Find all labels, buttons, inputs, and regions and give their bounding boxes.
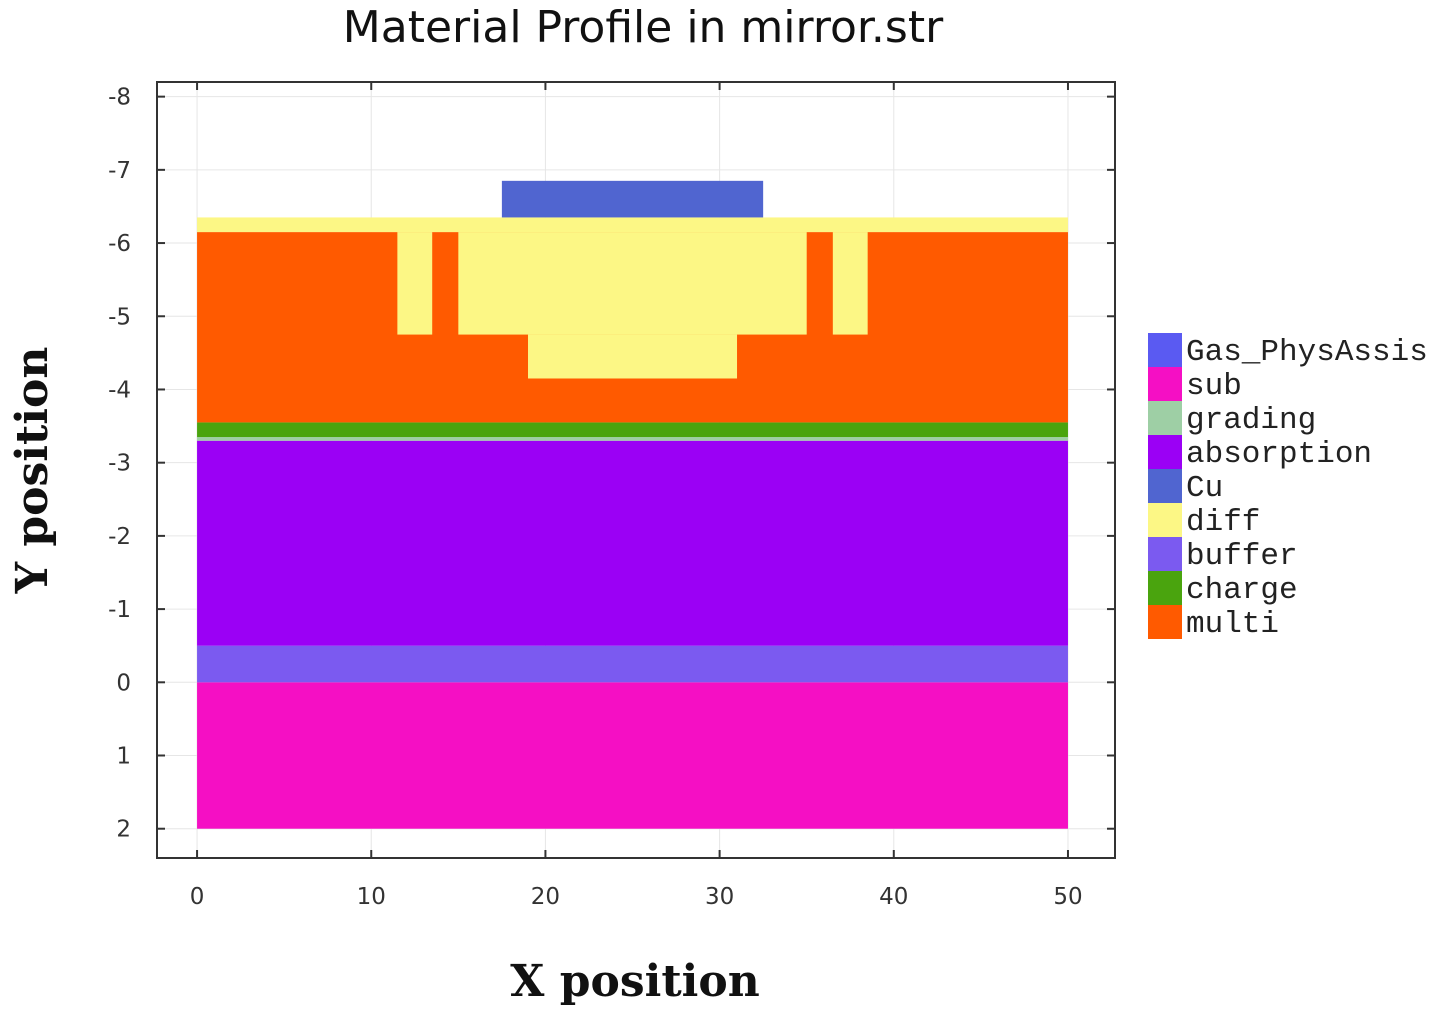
y-tick-label: 0 — [116, 670, 131, 696]
plot-regions — [197, 180, 1068, 829]
y-tick-label: -5 — [108, 304, 131, 330]
legend-label: sub — [1186, 369, 1242, 404]
legend-label: grading — [1186, 403, 1316, 438]
legend-swatch — [1148, 503, 1182, 537]
y-tick-label: -1 — [108, 597, 131, 623]
legend: Gas_PhysAssissubgradingabsorptionCudiffb… — [1148, 333, 1428, 642]
legend-swatch — [1148, 367, 1182, 401]
region-diff — [832, 232, 868, 335]
y-tick-label: -6 — [108, 231, 131, 257]
region-diff — [528, 334, 738, 379]
y-axis-title: Y position — [7, 347, 58, 595]
region-cu — [501, 180, 764, 218]
region-charge — [197, 422, 1068, 438]
region-grading — [197, 437, 1068, 441]
axis-ticks: 0 10 20 30 40 50 -8 -7 -6 -5 -4 -3 -2 -1 0 1 2 — [108, 82, 1115, 910]
legend-label: Cu — [1186, 471, 1223, 506]
x-tick-label: 50 — [1053, 884, 1082, 910]
legend-swatch — [1148, 333, 1182, 367]
region-diff — [197, 217, 1068, 233]
legend-label: multi — [1186, 607, 1279, 642]
x-tick-label: 10 — [357, 884, 386, 910]
y-tick-label: -8 — [108, 85, 131, 111]
legend-swatch — [1148, 537, 1182, 571]
legend-label: Gas_PhysAssis — [1186, 335, 1428, 370]
region-diff — [397, 232, 433, 335]
x-tick-label: 0 — [190, 884, 205, 910]
region-sub — [197, 682, 1068, 829]
x-tick-label: 30 — [705, 884, 734, 910]
legend-swatch — [1148, 401, 1182, 435]
legend-label: charge — [1186, 573, 1298, 608]
legend-swatch — [1148, 605, 1182, 639]
legend-label: absorption — [1186, 437, 1372, 472]
x-tick-label: 40 — [879, 884, 908, 910]
y-tick-label: -7 — [108, 158, 131, 184]
legend-swatch — [1148, 469, 1182, 503]
y-tick-label: 2 — [116, 817, 131, 843]
plot-frame — [156, 81, 1116, 859]
y-tick-label: 1 — [116, 744, 131, 770]
legend-label: diff — [1186, 505, 1260, 540]
y-tick-label: -4 — [108, 377, 131, 403]
region-absorption — [197, 440, 1068, 646]
legend-swatch — [1148, 435, 1182, 469]
x-tick-label: 20 — [531, 884, 560, 910]
chart-title: Material Profile in mirror.str — [343, 2, 944, 53]
region-diff — [458, 232, 807, 335]
y-tick-label: -3 — [108, 451, 131, 477]
legend-swatch — [1148, 571, 1182, 605]
y-tick-label: -2 — [108, 524, 131, 550]
region-buffer — [197, 645, 1068, 683]
x-axis-title: X position — [510, 956, 759, 1007]
legend-label: buffer — [1186, 539, 1298, 574]
